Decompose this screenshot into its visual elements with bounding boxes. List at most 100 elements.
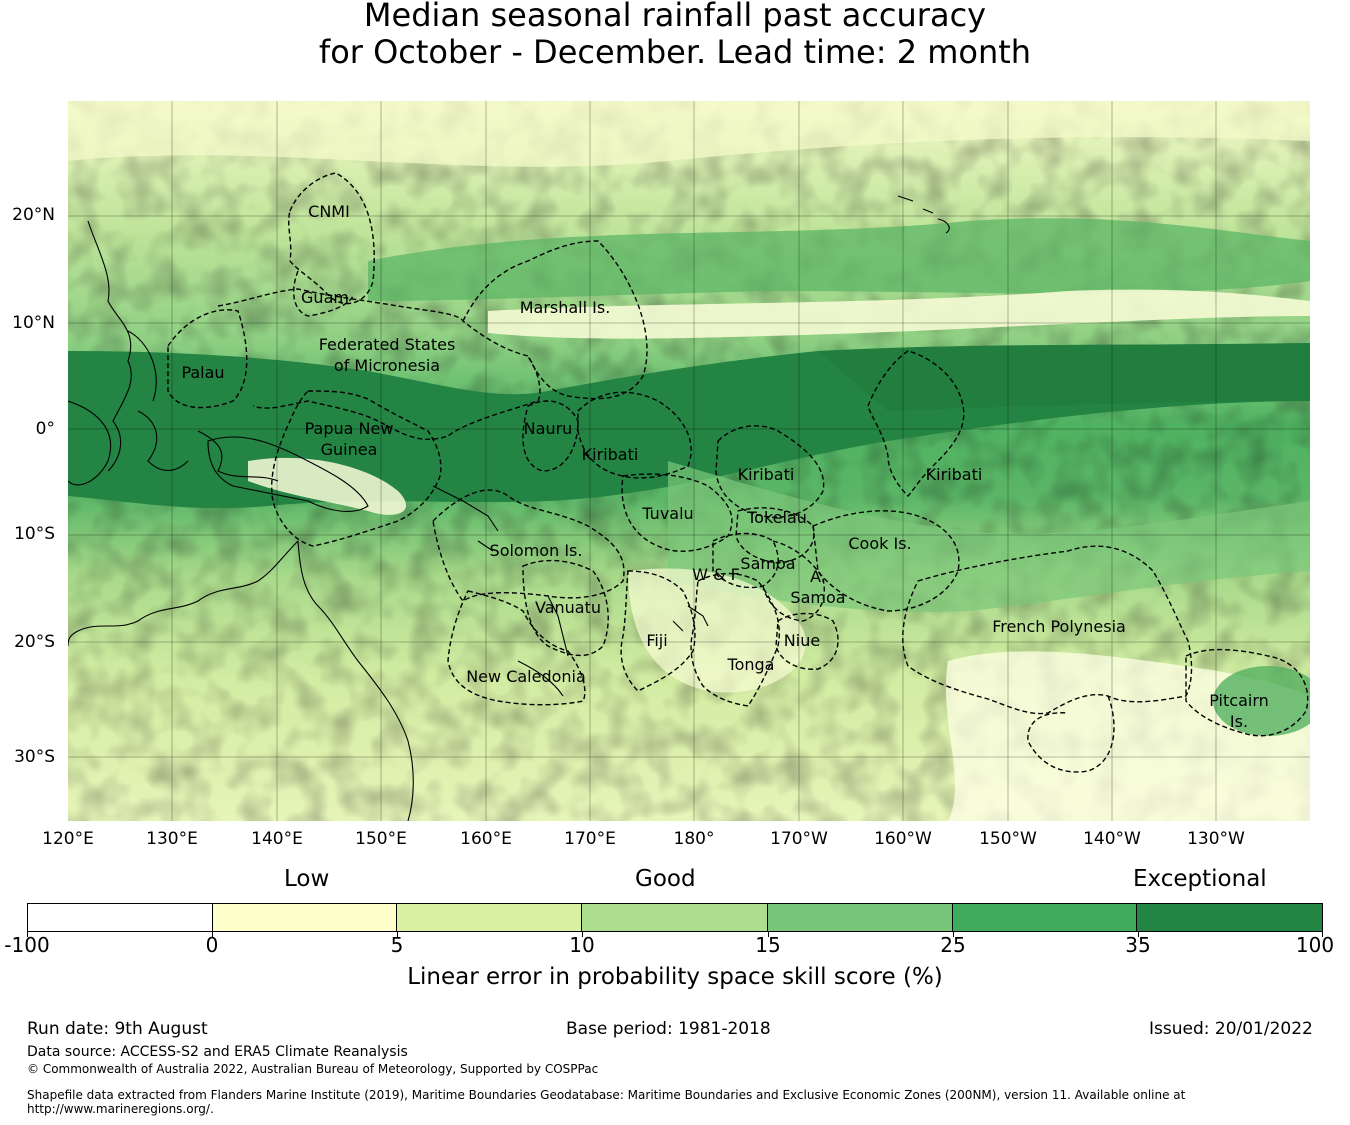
palau-boundary [167, 309, 248, 409]
label-a-samoa-line1: A. [810, 567, 826, 586]
copyright: © Commonwealth of Australia 2022, Austra… [27, 1062, 599, 1076]
lon-label-170e: 170°E [564, 829, 616, 849]
colorbar-tick-0: 0 [205, 933, 219, 957]
skill-score-map: CNMI Guam Marshall Is. Federated States … [68, 101, 1310, 821]
solomon-boundary [432, 489, 625, 602]
run-date: Run date: 9th August [27, 1019, 208, 1039]
french-polynesia-boundary [902, 545, 1193, 715]
label-kiribati-west: Kiribati [582, 445, 639, 464]
colorbar-segment-15-25 [767, 904, 953, 931]
label-cnmi: CNMI [308, 202, 350, 221]
colorbar-segment-5-10 [397, 904, 583, 931]
lat-label-30s: 30°S [14, 747, 55, 767]
tuvalu-boundary [621, 473, 733, 552]
lon-label-130e: 130°E [146, 829, 198, 849]
eez-boundaries [167, 172, 1309, 773]
lat-label-20n: 20°N [12, 205, 55, 225]
samoa-boundary [712, 532, 779, 589]
colorbar-segment-10-15 [582, 904, 768, 931]
label-wf: W & F [692, 565, 740, 584]
colorbar-tick-25: 25 [940, 933, 966, 957]
label-samoa: Samoa [740, 554, 795, 573]
graticule [68, 101, 1310, 821]
nauru-boundary [522, 400, 579, 472]
marshall-boundary [462, 240, 648, 400]
colorbar-tick-neg100: -100 [4, 933, 50, 957]
label-fsm-line2: of Micronesia [334, 356, 440, 375]
colorbar-tick-35: 35 [1125, 933, 1151, 957]
label-palau: Palau [181, 363, 224, 382]
colorbar-tick-5: 5 [390, 933, 404, 957]
colorbar [27, 903, 1323, 932]
lon-label-140w: 140°W [1083, 829, 1141, 849]
colorbar-header-exceptional: Exceptional [1133, 866, 1267, 892]
lat-label-20s: 20°S [14, 632, 55, 652]
label-tokelau: Tokelau [746, 508, 807, 527]
lon-label-150e: 150°E [355, 829, 407, 849]
kiribati-central-boundary [715, 425, 825, 518]
tonga-boundary [690, 572, 780, 707]
lon-label-160w: 160°W [874, 829, 932, 849]
label-pitcairn-line2: Is. [1230, 712, 1248, 731]
label-guam: Guam [301, 288, 349, 307]
label-nauru: Nauru [524, 419, 573, 438]
colorbar-tick-15: 15 [755, 933, 781, 957]
base-period: Base period: 1981-2018 [566, 1019, 771, 1039]
lon-label-120e: 120°E [42, 829, 94, 849]
lon-label-160e: 160°E [460, 829, 512, 849]
map-title-line2: for October - December. Lead time: 2 mon… [318, 33, 1032, 71]
shapefile-credit-line1: Shapefile data extracted from Flanders M… [27, 1088, 1186, 1102]
pitcairn-boundary [1185, 648, 1309, 737]
label-a-samoa-line2: Samoa [790, 588, 845, 607]
label-tuvalu: Tuvalu [641, 504, 693, 523]
label-new-caledonia: New Caledonia [466, 667, 586, 686]
label-french-polynesia: French Polynesia [992, 617, 1126, 636]
label-cook: Cook Is. [848, 534, 911, 553]
lon-label-130w: 130°W [1187, 829, 1245, 849]
colorbar-segment-neg100-0 [28, 904, 213, 931]
lat-label-0: 0° [35, 419, 55, 439]
niue-boundary [775, 612, 839, 670]
lat-label-10n: 10°N [12, 313, 55, 333]
label-png-line2: Guinea [321, 440, 378, 459]
lat-label-10s: 10°S [14, 524, 55, 544]
cook-boundary [812, 510, 960, 612]
new-caledonia-boundary [447, 590, 586, 706]
colorbar-tick-100: 100 [1295, 933, 1335, 957]
issued-date: Issued: 20/01/2022 [1149, 1019, 1313, 1039]
png-boundary [270, 390, 442, 547]
label-vanuatu: Vanuatu [535, 598, 601, 617]
a-samoa-boundary [762, 540, 825, 622]
label-kiribati-central: Kiribati [738, 465, 795, 484]
colorbar-segment-35-100 [1137, 904, 1323, 931]
french-polynesia-se-boundary [1027, 695, 1115, 773]
label-fsm-line1: Federated States [319, 335, 456, 354]
cnmi-boundary [288, 172, 375, 305]
label-solomon: Solomon Is. [490, 541, 583, 560]
label-png-line1: Papua New [305, 419, 394, 438]
guam-boundary [292, 270, 354, 317]
kiribati-west-boundary [577, 391, 692, 479]
label-kiribati-east: Kiribati [926, 465, 983, 484]
label-pitcairn-line1: Pitcairn [1209, 691, 1269, 710]
label-tonga: Tonga [727, 655, 775, 674]
map-title-line1: Median seasonal rainfall past accuracy [363, 0, 987, 34]
colorbar-segment-0-5 [212, 904, 398, 931]
colorbar-segment-25-35 [952, 904, 1138, 931]
fiji-boundary [620, 570, 696, 692]
colorbar-header-low: Low [284, 866, 330, 892]
lon-label-150w: 150°W [979, 829, 1037, 849]
data-source: Data source: ACCESS-S2 and ERA5 Climate … [27, 1044, 408, 1060]
label-marshall: Marshall Is. [520, 298, 611, 317]
lon-label-180: 180° [673, 829, 715, 849]
label-fiji: Fiji [646, 631, 667, 650]
coastlines [68, 195, 950, 821]
colorbar-header-good: Good [635, 866, 696, 892]
shapefile-credit-line2: http://www.marineregions.org/. [27, 1102, 214, 1116]
colorbar-tick-10: 10 [569, 933, 595, 957]
colorbar-label: Linear error in probability space skill … [407, 964, 943, 990]
tokelau-boundary [735, 507, 815, 564]
fsm-boundary [217, 288, 541, 440]
lon-label-170w: 170°W [770, 829, 828, 849]
label-niue: Niue [784, 631, 820, 650]
